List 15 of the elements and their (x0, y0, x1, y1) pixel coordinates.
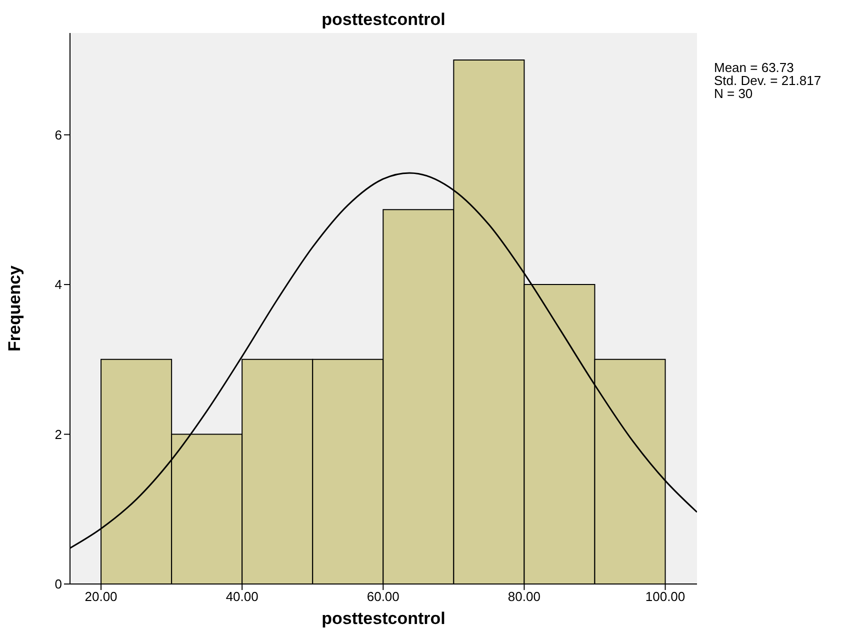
x-tick-label: 60.00 (366, 589, 400, 604)
x-tick-label: 100.00 (645, 589, 686, 604)
y-axis-title: Frequency (5, 264, 24, 352)
y-tick-label: 2 (54, 426, 62, 442)
text: Mean = 63.73 (714, 60, 795, 75)
x-tick-label: 40.00 (226, 589, 258, 604)
text: N = 30 (714, 86, 754, 101)
y-tick-label: 4 (54, 277, 62, 292)
text: Std. Dev. = 21.817 (714, 73, 822, 88)
y-tick-label: 0 (54, 576, 62, 592)
x-tick-label: 20.00 (84, 589, 118, 604)
x-tick-label: 80.00 (508, 589, 540, 604)
x-axis-title: posttestcontrol (322, 609, 446, 628)
y-tick-label: 6 (54, 127, 62, 142)
chart-title: posttestcontrol (320, 10, 446, 30)
